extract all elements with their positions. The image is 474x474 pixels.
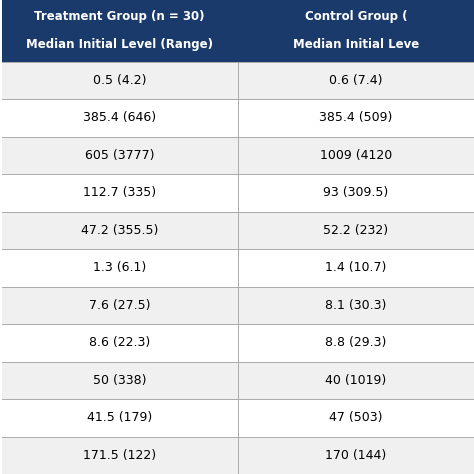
Text: 50 (338): 50 (338): [93, 374, 146, 387]
Text: Median Initial Leve: Median Initial Leve: [293, 38, 419, 52]
Bar: [2, 362, 474, 399]
Text: 47 (503): 47 (503): [329, 411, 383, 424]
Text: 385.4 (646): 385.4 (646): [83, 111, 156, 124]
Text: 1.4 (10.7): 1.4 (10.7): [325, 261, 387, 274]
Bar: [2, 62, 474, 99]
Text: 52.2 (232): 52.2 (232): [323, 224, 389, 237]
Text: 40 (1019): 40 (1019): [325, 374, 386, 387]
Text: Median Initial Level (Range): Median Initial Level (Range): [26, 38, 213, 52]
Text: 170 (144): 170 (144): [325, 449, 386, 462]
Bar: [2, 211, 474, 249]
Bar: [2, 324, 474, 362]
Bar: [2, 99, 474, 137]
Bar: [2, 437, 474, 474]
Text: 171.5 (122): 171.5 (122): [83, 449, 156, 462]
Text: 8.6 (22.3): 8.6 (22.3): [89, 336, 150, 349]
Text: 0.5 (4.2): 0.5 (4.2): [93, 74, 146, 87]
Bar: [2, 174, 474, 211]
Text: 1.3 (6.1): 1.3 (6.1): [93, 261, 146, 274]
Bar: [2, 399, 474, 437]
Text: 8.1 (30.3): 8.1 (30.3): [325, 299, 387, 312]
Text: 7.6 (27.5): 7.6 (27.5): [89, 299, 151, 312]
Text: 112.7 (335): 112.7 (335): [83, 186, 156, 200]
Text: 0.6 (7.4): 0.6 (7.4): [329, 74, 383, 87]
Text: 93 (309.5): 93 (309.5): [323, 186, 389, 200]
Bar: [2, 249, 474, 287]
Bar: [2, 0, 474, 62]
Text: 385.4 (509): 385.4 (509): [319, 111, 392, 124]
Text: Treatment Group (n = 30): Treatment Group (n = 30): [35, 10, 205, 23]
Text: 1009 (4120: 1009 (4120: [320, 149, 392, 162]
Bar: [2, 287, 474, 324]
Text: 8.8 (29.3): 8.8 (29.3): [325, 336, 387, 349]
Bar: [2, 137, 474, 174]
Text: 47.2 (355.5): 47.2 (355.5): [81, 224, 158, 237]
Text: Control Group (: Control Group (: [305, 10, 407, 23]
Text: 605 (3777): 605 (3777): [85, 149, 155, 162]
Text: 41.5 (179): 41.5 (179): [87, 411, 152, 424]
